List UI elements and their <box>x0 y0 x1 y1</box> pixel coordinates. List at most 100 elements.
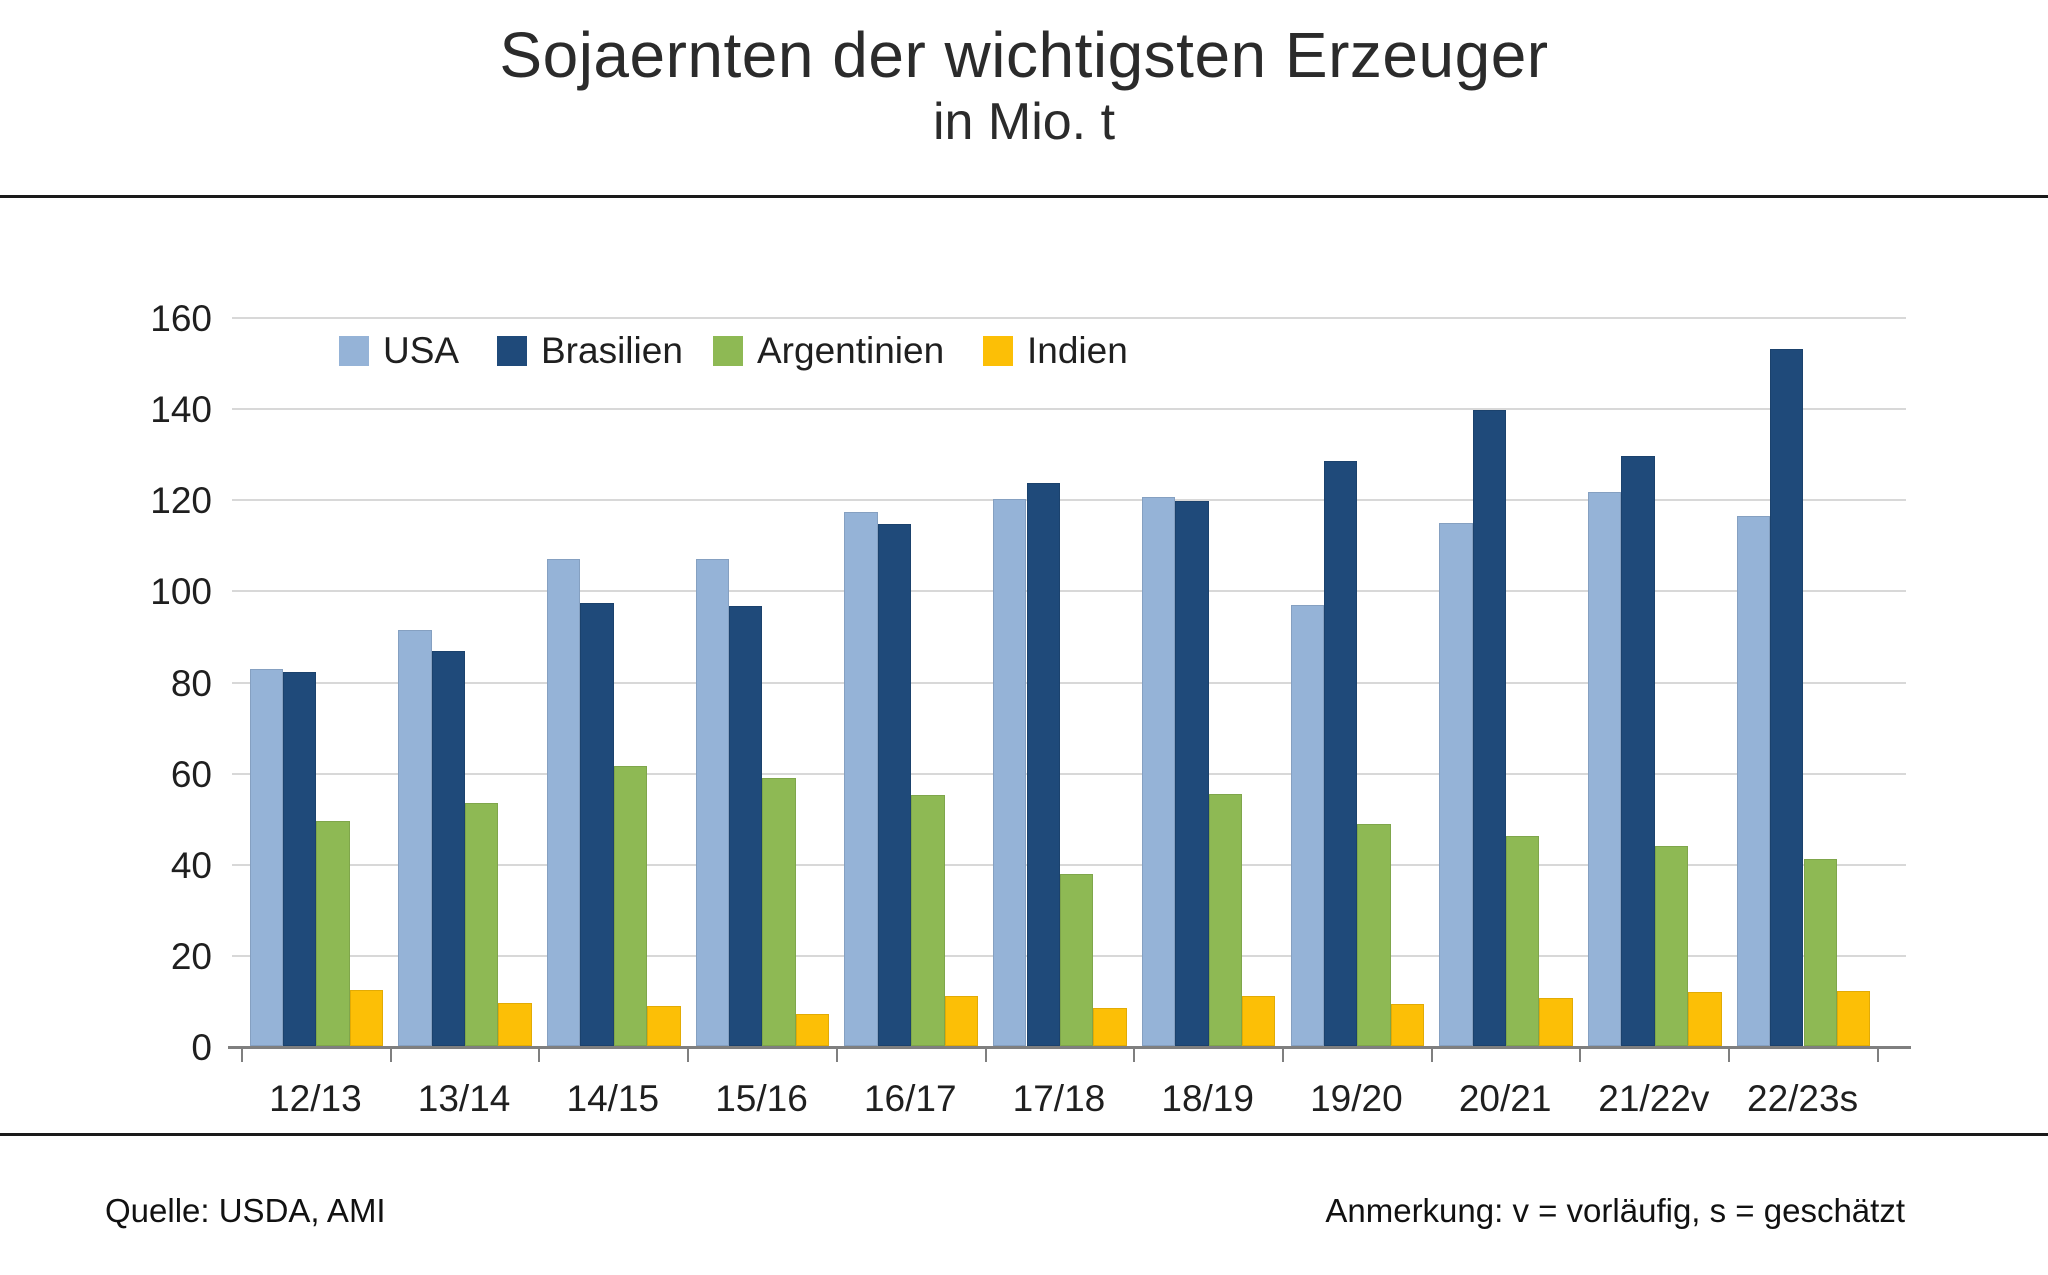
bar-indien-18/19 <box>1242 996 1276 1046</box>
bar-brasilien-12/13 <box>282 671 317 1046</box>
y-axis-label-20: 20 <box>170 935 212 977</box>
bar-indien-14/15 <box>647 1006 681 1046</box>
legend-label-brasilien: Brasilien <box>541 330 683 371</box>
bar-usa-14/15 <box>546 558 581 1046</box>
x-axis-label-13/14: 13/14 <box>417 1078 511 1119</box>
x-axis-tick <box>1728 1049 1731 1062</box>
x-axis-tick <box>835 1049 838 1062</box>
bar-argentinien-20/21 <box>1506 835 1540 1046</box>
gridline-y140 <box>232 408 1906 411</box>
x-axis-tick <box>538 1049 541 1062</box>
x-axis-label-18/19: 18/19 <box>1161 1078 1254 1119</box>
bar-usa-12/13 <box>249 668 283 1046</box>
y-axis-label-0: 0 <box>191 1027 212 1068</box>
bar-brasilien-19/20 <box>1323 460 1358 1046</box>
legend-item-brasilien: Brasilien <box>497 330 683 371</box>
x-axis-label-14/15: 14/15 <box>566 1078 660 1119</box>
bar-argentinien-22/23s <box>1803 859 1837 1046</box>
y-axis-label-140: 140 <box>150 389 212 431</box>
legend-swatch-indien <box>983 336 1013 366</box>
legend-label-usa: USA <box>383 330 460 371</box>
legend-label-argentinien: Argentinien <box>757 330 945 371</box>
x-axis-tick <box>241 1049 243 1062</box>
bottom-divider-line <box>0 1133 2048 1136</box>
legend-swatch-usa <box>339 336 369 366</box>
bar-brasilien-15/16 <box>729 606 763 1046</box>
bar-indien-12/13 <box>349 990 384 1046</box>
bar-argentinien-18/19 <box>1208 794 1242 1046</box>
x-axis-tick <box>1430 1049 1433 1062</box>
x-axis-tick <box>687 1049 690 1062</box>
bar-indien-21/22v <box>1688 991 1722 1046</box>
bar-usa-21/22v <box>1587 492 1622 1046</box>
bar-brasilien-22/23s <box>1770 348 1804 1046</box>
plot-area: 0 20 40 60 80 100 120 140 160 12/13 13/14 14/15 15/1… <box>150 300 1911 1119</box>
bar-brasilien-21/22v <box>1621 455 1655 1046</box>
x-axis-tick <box>1133 1049 1136 1062</box>
bar-usa-15/16 <box>695 558 730 1046</box>
x-axis-label-20/21: 20/21 <box>1458 1078 1552 1119</box>
bar-usa-16/17 <box>844 512 878 1046</box>
bar-usa-19/20 <box>1290 605 1324 1046</box>
gridline-y160 <box>232 317 1906 319</box>
bar-brasilien-13/14 <box>431 650 465 1046</box>
gridline-y100 <box>232 590 1906 593</box>
bar-argentinien-13/14 <box>465 802 499 1046</box>
x-axis-tick <box>1876 1049 1879 1062</box>
bar-argentinien-14/15 <box>613 766 648 1046</box>
bar-argentinien-12/13 <box>316 821 350 1046</box>
chart-subtitle: in Mio. t <box>932 93 1116 151</box>
y-axis-label-40: 40 <box>170 844 212 886</box>
legend-swatch-brasilien <box>497 336 527 366</box>
bar-argentinien-19/20 <box>1357 823 1391 1046</box>
gridline-y120 <box>232 499 1906 502</box>
x-axis-label-17/18: 17/18 <box>1012 1078 1106 1119</box>
x-axis-label-19/20: 19/20 <box>1310 1078 1403 1119</box>
x-axis-tick <box>1282 1049 1285 1062</box>
top-divider-line <box>0 195 2048 198</box>
legend-label-indien: Indien <box>1027 330 1128 371</box>
bar-indien-20/21 <box>1539 998 1573 1046</box>
bar-usa-18/19 <box>1141 496 1176 1046</box>
bar-indien-17/18 <box>1093 1007 1127 1046</box>
legend-item-usa: USA <box>339 330 459 371</box>
x-axis-label-12/13: 12/13 <box>269 1078 362 1119</box>
bar-argentinien-17/18 <box>1059 873 1094 1046</box>
y-axis-label-160: 160 <box>150 298 212 339</box>
legend-swatch-argentinien <box>713 336 743 366</box>
chart-title: Sojaernten der wichtigsten Erzeuger <box>499 19 1549 91</box>
x-axis-label-16/17: 16/17 <box>863 1078 957 1119</box>
bar-argentinien-21/22v <box>1654 845 1689 1046</box>
y-axis-label-100: 100 <box>150 571 212 613</box>
bar-brasilien-14/15 <box>580 603 614 1046</box>
bar-brasilien-20/21 <box>1472 410 1507 1046</box>
bar-indien-22/23s <box>1836 991 1871 1046</box>
y-axis-label-120: 120 <box>150 480 212 522</box>
x-axis-tick <box>984 1049 987 1062</box>
y-axis-label-60: 60 <box>170 753 212 795</box>
gridline-y60 <box>232 772 1906 775</box>
legend-item-argentinien: Argentinien <box>713 330 944 371</box>
bar-usa-13/14 <box>398 629 432 1046</box>
note-text: Anmerkung: v = vorläufig, s = geschätzt <box>1325 1192 1905 1229</box>
x-axis-label-15/16: 15/16 <box>715 1078 808 1119</box>
bar-usa-22/23s <box>1736 515 1771 1046</box>
bar-indien-16/17 <box>944 995 978 1046</box>
bar-usa-20/21 <box>1439 523 1473 1046</box>
bar-indien-13/14 <box>498 1002 532 1046</box>
bar-brasilien-18/19 <box>1175 500 1209 1046</box>
bar-indien-19/20 <box>1390 1003 1425 1046</box>
bar-brasilien-17/18 <box>1026 483 1060 1046</box>
gridline-y80 <box>232 681 1906 684</box>
bar-argentinien-16/17 <box>911 795 945 1046</box>
bar-brasilien-16/17 <box>877 523 912 1046</box>
y-axis-label-80: 80 <box>170 662 212 704</box>
bar-argentinien-15/16 <box>762 778 796 1046</box>
bar-indien-15/16 <box>795 1014 830 1046</box>
x-axis-tick <box>389 1049 392 1062</box>
gridline-y40 <box>232 863 1906 866</box>
x-axis-line <box>228 1046 1911 1049</box>
x-axis-label-21/22v: 21/22v <box>1598 1078 1710 1119</box>
x-axis-label-22/23s: 22/23s <box>1747 1078 1859 1119</box>
